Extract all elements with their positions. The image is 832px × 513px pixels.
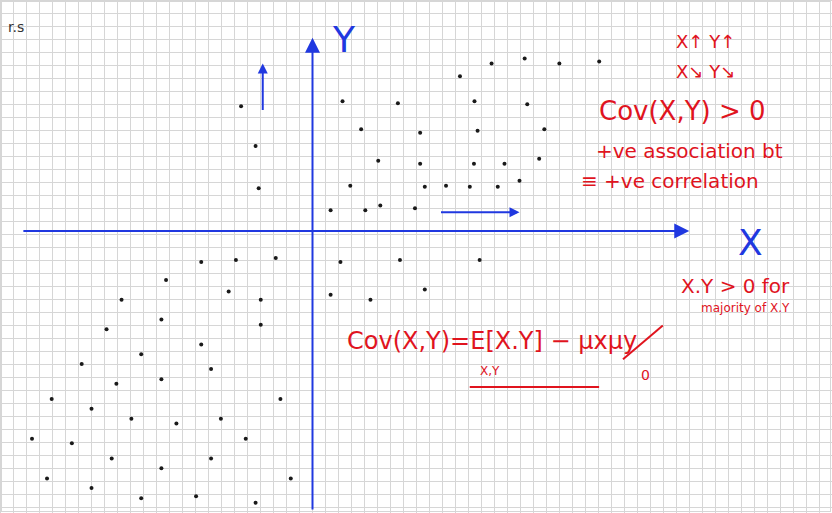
svg-text:≡ +ve correlation: ≡ +ve correlation [581, 169, 759, 193]
svg-text:r.s: r.s [8, 19, 24, 35]
svg-text:majority of X.Y: majority of X.Y [701, 301, 790, 315]
svg-text:Y: Y [332, 19, 356, 60]
svg-text:X,Y: X,Y [480, 364, 500, 378]
svg-text:X↘ Y↘: X↘ Y↘ [676, 61, 735, 82]
svg-text:+ve association bt: +ve association bt [596, 139, 783, 163]
svg-text:X.Y > 0 for: X.Y > 0 for [681, 274, 790, 298]
svg-text:X↑ Y↑: X↑ Y↑ [676, 31, 735, 52]
svg-text:X: X [738, 222, 763, 263]
svg-text:Cov(X,Y) > 0: Cov(X,Y) > 0 [599, 96, 766, 126]
svg-text:Cov(X,Y)=E[X.Y] − μxμy: Cov(X,Y)=E[X.Y] − μxμy [347, 327, 637, 355]
svg-text:0: 0 [641, 367, 650, 383]
